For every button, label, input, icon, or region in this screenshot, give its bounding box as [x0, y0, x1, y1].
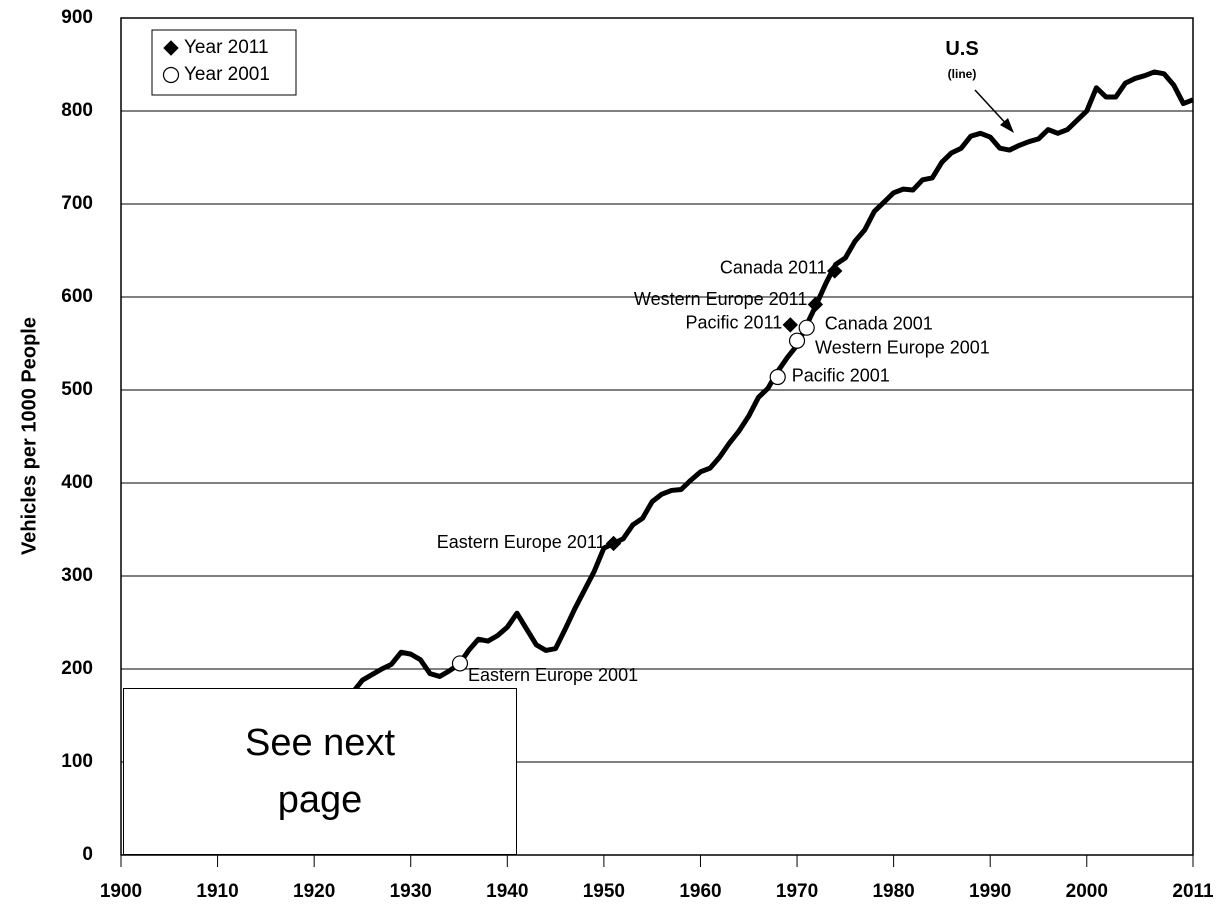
point-label: Eastern Europe 2001 — [468, 665, 638, 685]
legend-marker — [162, 66, 180, 84]
x-tick-label: 1960 — [679, 881, 721, 902]
legend-marker — [163, 40, 179, 56]
legend-label: Year 2011 — [184, 37, 269, 58]
y-tick-label: 500 — [61, 379, 93, 400]
point-label: Eastern Europe 2011 — [437, 532, 606, 552]
x-tick-label: 2000 — [1066, 881, 1108, 902]
diamond-marker — [826, 263, 843, 279]
legend-box — [151, 29, 297, 96]
y-axis-label: Vehicles per 1000 People — [18, 317, 40, 555]
y-tick-label: 800 — [61, 100, 93, 121]
point-label: Canada 2001 — [825, 313, 933, 333]
diamond-marker — [807, 296, 824, 313]
legend-label: Year 2001 — [184, 64, 270, 85]
x-tick-label: 1980 — [872, 881, 914, 902]
point-label: Pacific 2011 — [686, 313, 783, 333]
x-tick-label: 1900 — [100, 881, 142, 902]
circle-marker — [798, 319, 815, 336]
y-tick-label: 300 — [61, 565, 93, 586]
circle-marker — [451, 655, 469, 672]
diamond-marker — [605, 535, 622, 552]
y-tick-label: 0 — [82, 844, 93, 865]
arrow-head — [1000, 118, 1014, 133]
circle-marker — [769, 368, 786, 386]
y-tick-label: 400 — [61, 472, 93, 493]
legend: Year 2011 Year 2001 — [151, 29, 297, 96]
x-tick-label: 1990 — [969, 881, 1011, 902]
x-tick-label: 1930 — [390, 881, 432, 902]
circle-marker — [788, 332, 806, 349]
note-box: See next page — [123, 688, 517, 855]
point-label: Pacific 2001 — [792, 366, 890, 386]
y-tick-label: 200 — [61, 658, 93, 679]
y-tick-label: 600 — [61, 286, 93, 307]
line-label: U.S — [945, 38, 978, 60]
x-tick-label: 1920 — [293, 881, 335, 902]
x-tick-label: 1940 — [486, 881, 528, 902]
x-tick-label: 1910 — [196, 881, 238, 902]
y-tick-label: 100 — [61, 751, 93, 772]
point-label: Western Europe 2011 — [634, 289, 807, 309]
x-tick-label: 1970 — [776, 881, 818, 902]
y-tick-label: 900 — [61, 7, 93, 28]
line-annotation: (line) — [948, 67, 977, 81]
y-tick-label: 700 — [61, 193, 93, 214]
point-label: Western Europe 2001 — [815, 337, 990, 357]
x-tick-label: 2011 — [1172, 881, 1214, 902]
point-label: Canada 2011 — [720, 258, 827, 278]
diamond-marker — [782, 317, 798, 333]
x-tick-label: 1950 — [583, 881, 625, 902]
